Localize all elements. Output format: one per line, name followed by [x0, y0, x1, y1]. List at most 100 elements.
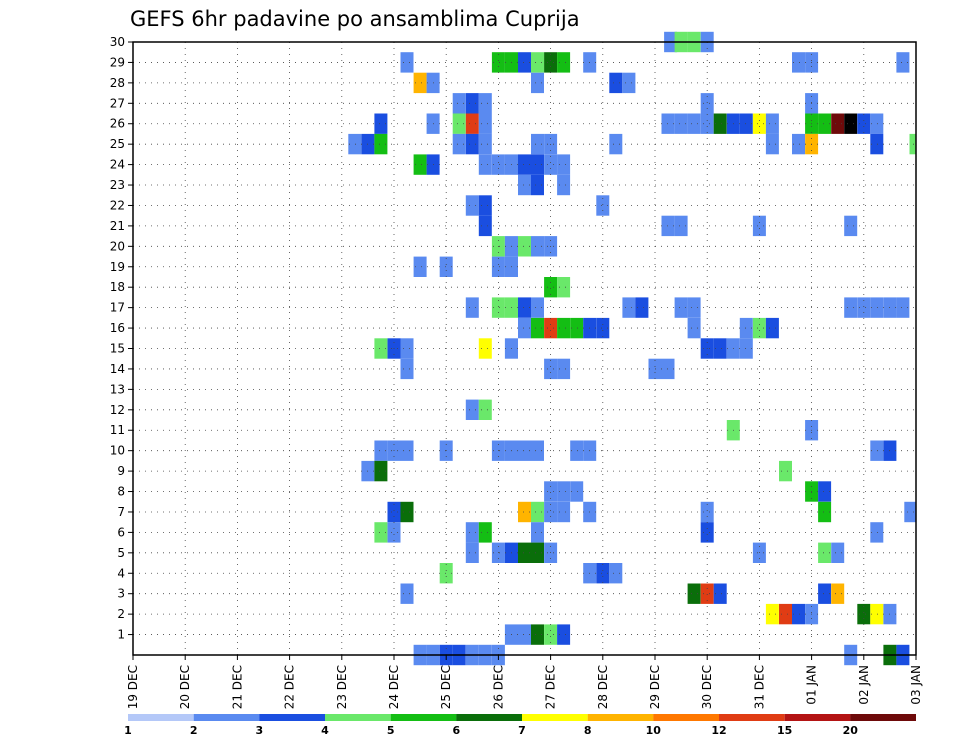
y-axis-ticks: 1234567891011121314151617181920212223242… [110, 35, 133, 642]
heatmap-cell [740, 114, 753, 134]
heatmap-cell [348, 134, 361, 154]
colorbar-swatch [719, 714, 785, 721]
heatmap-cell [779, 461, 792, 481]
chart-title: GEFS 6hr padavine po ansamblima Cuprija [130, 7, 580, 31]
y-tick-label: 13 [110, 382, 125, 396]
heatmap-cell [740, 318, 753, 338]
heatmap-cell [570, 318, 583, 338]
heatmap-cell [401, 338, 414, 358]
heatmap-cell [904, 502, 916, 522]
heatmap-cell [766, 134, 779, 154]
heatmap-cell [870, 134, 883, 154]
y-tick-label: 9 [117, 464, 125, 478]
x-tick-label: 27 DEC [544, 665, 558, 709]
heatmap-cell [479, 114, 492, 134]
heatmap-cell [401, 52, 414, 72]
heatmap-cell [401, 584, 414, 604]
y-tick-label: 3 [117, 587, 125, 601]
heatmap-cell [531, 175, 544, 195]
heatmap-cell [831, 543, 844, 563]
y-tick-label: 17 [110, 301, 125, 315]
x-tick-label: 24 DEC [387, 665, 401, 709]
heatmap-cell [766, 604, 779, 624]
heatmap-cell [479, 154, 492, 174]
x-tick-label: 28 DEC [596, 665, 610, 709]
heatmap-cell [609, 563, 622, 583]
colorbar: 1 2 3 4 5 6 7 8 10 12 15 20 [124, 714, 916, 737]
heatmap-cell [531, 522, 544, 542]
heatmap-cell [844, 216, 857, 236]
heatmap-cell [544, 154, 557, 174]
colorbar-swatch [325, 714, 391, 721]
y-tick-label: 20 [110, 239, 125, 253]
y-tick-label: 29 [110, 55, 125, 69]
colorbar-swatch [259, 714, 325, 721]
heatmap-cell [440, 563, 453, 583]
heatmap-cell [544, 52, 557, 72]
heatmap-cell [544, 318, 557, 338]
heatmap-cell [401, 441, 414, 461]
colorbar-swatch [456, 714, 522, 721]
heatmap-cell [688, 318, 701, 338]
heatmap-cell [622, 297, 635, 317]
y-tick-label: 6 [117, 525, 125, 539]
heatmap-cell [466, 522, 479, 542]
heatmap-cell [740, 338, 753, 358]
colorbar-swatch [785, 714, 851, 721]
colorbar-label: 10 [646, 724, 662, 737]
heatmap-cell [570, 481, 583, 501]
x-tick-label: 31 DEC [752, 665, 766, 709]
heatmap-cell [466, 93, 479, 113]
heatmap-cell [844, 297, 857, 317]
colorbar-label: 3 [255, 724, 263, 737]
colorbar-label: 4 [321, 724, 329, 737]
y-tick-label: 21 [110, 219, 125, 233]
heatmap-cell [622, 73, 635, 93]
y-tick-label: 11 [110, 423, 125, 437]
y-tick-label: 30 [110, 35, 125, 49]
y-tick-label: 8 [117, 485, 125, 499]
y-tick-label: 7 [117, 505, 125, 519]
y-tick-label: 12 [110, 403, 125, 417]
colorbar-label: 7 [518, 724, 526, 737]
y-tick-label: 15 [110, 342, 125, 356]
x-tick-label: 20 DEC [178, 665, 192, 709]
heatmap-cell [479, 338, 492, 358]
x-tick-label: 21 DEC [230, 665, 244, 709]
y-tick-label: 24 [110, 158, 125, 172]
heatmap-cell [531, 543, 544, 563]
y-tick-label: 4 [117, 566, 125, 580]
heatmap-cell [766, 114, 779, 134]
precipitation-ensemble-chart: GEFS 6hr padavine po ansamblima Cuprija … [0, 0, 960, 742]
heatmap-cell [479, 134, 492, 154]
y-tick-label: 1 [117, 628, 125, 642]
heatmap-cell [870, 297, 883, 317]
heatmap-cell [544, 624, 557, 644]
y-tick-label: 18 [110, 280, 125, 294]
y-tick-label: 23 [110, 178, 125, 192]
colorbar-label: 2 [190, 724, 198, 737]
x-tick-label: 01 JAN [805, 665, 819, 705]
heatmap-cell [688, 297, 701, 317]
x-tick-label: 30 DEC [700, 665, 714, 709]
heatmap-cell [466, 114, 479, 134]
colorbar-swatch [850, 714, 916, 721]
colorbar-swatch [588, 714, 654, 721]
y-tick-label: 28 [110, 76, 125, 90]
heatmap-cell [479, 522, 492, 542]
heatmap-cell [544, 359, 557, 379]
heatmap-cell [531, 154, 544, 174]
colorbar-label: 5 [387, 724, 395, 737]
y-tick-label: 27 [110, 96, 125, 110]
heatmap-cell [609, 134, 622, 154]
heatmap-cell [531, 73, 544, 93]
colorbar-label: 15 [777, 724, 792, 737]
colorbar-label: 12 [711, 724, 726, 737]
colorbar-label: 20 [843, 724, 859, 737]
heatmap-cell [609, 73, 622, 93]
y-tick-label: 10 [110, 444, 125, 458]
colorbar-swatch [653, 714, 719, 721]
y-tick-label: 26 [110, 117, 125, 131]
y-tick-label: 5 [117, 546, 125, 560]
x-tick-label: 22 DEC [283, 665, 297, 709]
